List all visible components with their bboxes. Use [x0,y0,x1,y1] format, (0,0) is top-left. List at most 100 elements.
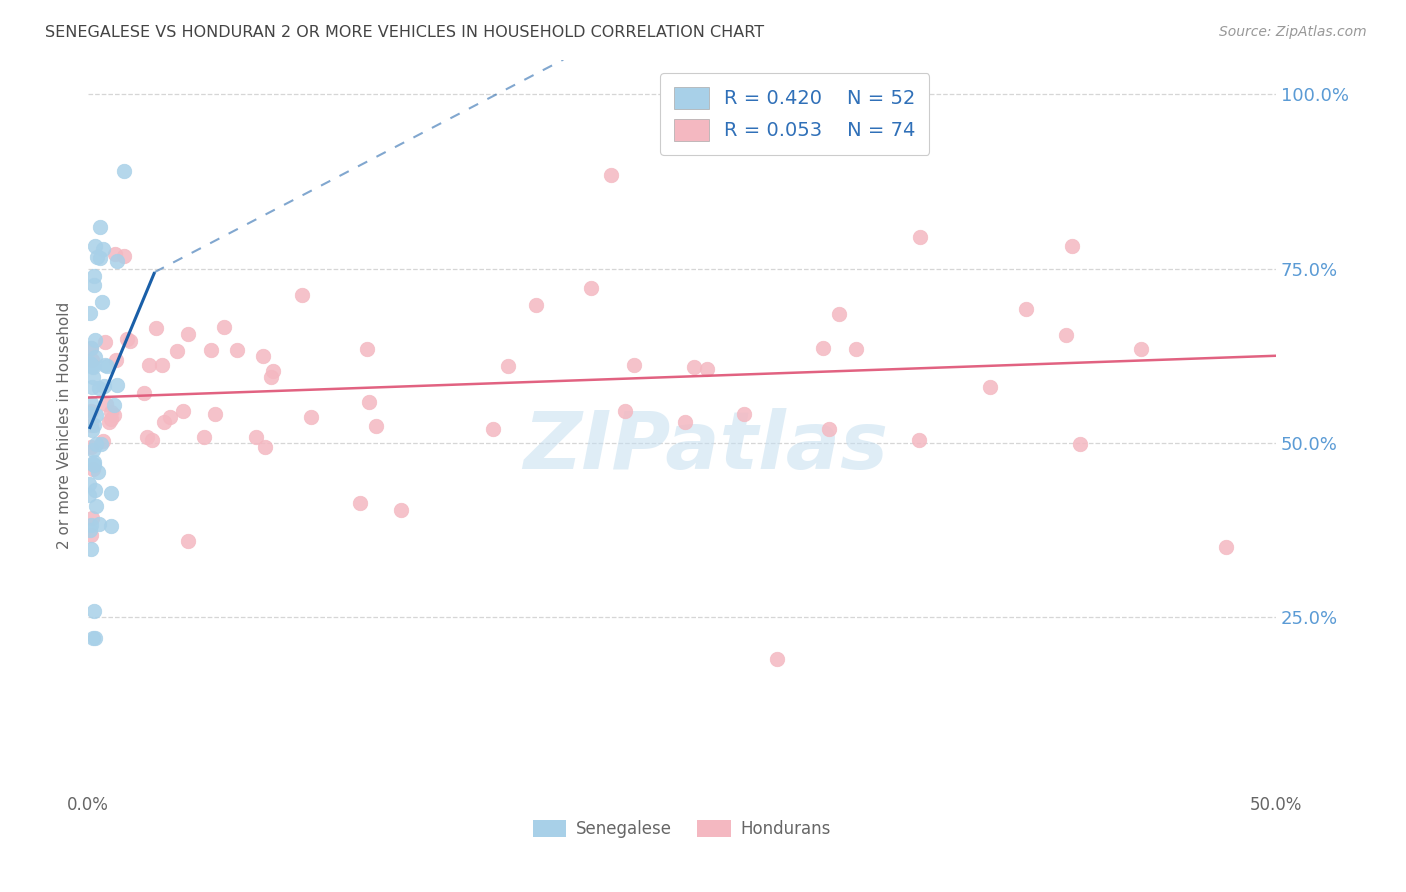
Point [193,430,215,444]
Point [83,455,105,469]
Point [357,394,380,409]
Point [82,631,104,645]
Point [94,335,117,350]
Point [112,249,135,263]
Point [84,437,107,451]
Point [166,343,188,358]
Point [845,342,868,356]
Point [79,518,101,533]
Point [1056,328,1078,343]
Point [104,352,127,367]
Point [176,326,198,341]
Point [83,631,105,645]
Point [696,361,718,376]
Point [136,429,159,443]
Point [79,488,101,502]
Point [79,305,101,319]
Point [599,168,621,182]
Point [84,483,107,497]
Point [766,652,789,666]
Point [100,519,122,533]
Point [105,254,128,268]
Point [90,437,112,451]
Point [498,359,520,373]
Point [82,462,104,476]
Point [733,408,755,422]
Point [84,333,107,347]
Point [979,380,1001,394]
Point [84,408,107,422]
Point [172,403,194,417]
Point [673,416,696,430]
Point [80,511,103,525]
Point [83,604,105,618]
Point [115,332,138,346]
Point [103,247,125,261]
Text: ZIPatlas: ZIPatlas [523,409,889,486]
Point [811,341,834,355]
Point [86,250,108,264]
Point [82,359,104,374]
Point [83,239,105,253]
Point [1069,437,1091,451]
Point [262,364,284,378]
Point [366,418,388,433]
Point [524,298,547,312]
Point [91,294,114,309]
Point [356,343,378,357]
Point [83,350,105,364]
Point [83,417,105,432]
Point [79,355,101,369]
Point [87,516,110,531]
Point [301,409,323,424]
Legend: Senegalese, Hondurans: Senegalese, Hondurans [526,814,838,845]
Point [159,409,181,424]
Point [83,268,105,283]
Point [245,430,267,444]
Point [623,358,645,372]
Point [908,230,931,244]
Y-axis label: 2 or more Vehicles in Household: 2 or more Vehicles in Household [58,301,72,549]
Point [93,379,115,393]
Point [82,380,104,394]
Point [82,370,104,384]
Point [80,359,103,373]
Point [200,343,222,357]
Point [252,349,274,363]
Point [79,418,101,433]
Point [91,434,114,449]
Point [349,496,371,510]
Point [79,440,101,454]
Point [818,422,841,436]
Point [153,415,176,429]
Point [177,534,200,549]
Point [100,405,122,419]
Point [83,278,105,293]
Point [482,422,505,436]
Point [225,343,247,357]
Point [613,404,636,418]
Point [100,412,122,426]
Point [120,334,142,348]
Point [100,486,122,500]
Point [291,288,314,302]
Point [112,164,135,178]
Point [79,404,101,418]
Point [89,220,111,235]
Point [579,281,602,295]
Text: SENEGALESE VS HONDURAN 2 OR MORE VEHICLES IN HOUSEHOLD CORRELATION CHART: SENEGALESE VS HONDURAN 2 OR MORE VEHICLE… [45,25,763,40]
Point [79,528,101,542]
Point [138,358,160,372]
Point [94,397,117,411]
Point [89,251,111,265]
Point [94,359,117,373]
Point [105,378,128,392]
Point [145,320,167,334]
Point [1060,239,1083,253]
Point [79,341,101,355]
Point [79,357,101,371]
Point [212,319,235,334]
Point [82,423,104,437]
Point [150,359,173,373]
Point [1015,301,1038,316]
